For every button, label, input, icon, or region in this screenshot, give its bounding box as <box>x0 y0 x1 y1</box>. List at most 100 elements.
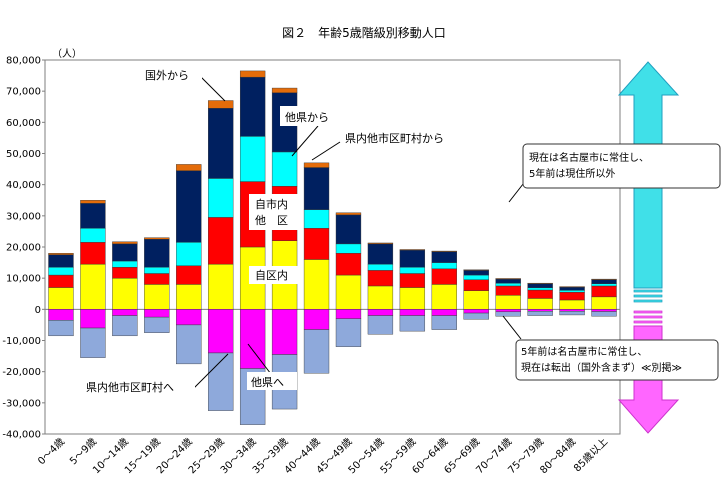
callout-outflow: 5年前は名古屋市に常住し、 現在は転出（国外含まず）≪別掲≫ <box>515 339 719 381</box>
y-tick-label: 40,000 <box>6 180 41 191</box>
bar-segment <box>495 285 521 296</box>
bar-segment <box>208 352 234 411</box>
y-tick-label: 30,000 <box>6 211 41 222</box>
callout-inflow-line1: 現在は名古屋市に常住し、 <box>529 151 649 164</box>
bar-segment <box>399 309 426 316</box>
chart-title: 図２ 年齢5歳階級別移動人口 <box>282 25 446 40</box>
bar-segment <box>144 316 170 333</box>
bar-segment <box>271 151 298 187</box>
y-tick-label: 10,000 <box>6 274 41 285</box>
bar-segment <box>112 267 138 279</box>
bar-segment <box>335 243 362 254</box>
bar-segment <box>208 178 234 218</box>
bar-segment <box>527 311 553 316</box>
bar-segment <box>559 311 585 316</box>
bar-segment <box>399 287 426 310</box>
bar-segment <box>591 296 617 310</box>
bar-segment <box>208 309 234 354</box>
bar-segment <box>591 309 617 312</box>
bar-segment <box>48 254 74 268</box>
bar-segment <box>367 243 394 265</box>
bar-segment <box>144 273 170 285</box>
bar-segment <box>431 251 457 263</box>
bar-segment <box>399 315 426 332</box>
bar-segment <box>80 203 106 229</box>
bar-segment <box>80 228 106 243</box>
bar-segment <box>431 268 457 285</box>
bar-segment <box>176 170 202 243</box>
bar-segment <box>367 263 394 271</box>
bar-segment <box>399 267 426 274</box>
bar-segment <box>463 309 489 314</box>
bar-segment <box>367 309 394 316</box>
bar-segment <box>48 309 74 321</box>
bar-segment <box>48 253 74 255</box>
label-jishi: 自市内 他 区 <box>249 194 299 230</box>
bar-segment <box>559 286 585 288</box>
bar-segment <box>112 241 138 245</box>
y-tick-label: 50,000 <box>6 149 41 160</box>
bar-segment <box>112 315 138 337</box>
bar-segment <box>495 278 521 280</box>
y-tick-label: -10,000 <box>2 336 41 347</box>
bar-segment <box>399 249 426 251</box>
bar-segment <box>431 284 457 310</box>
label-kennai-he-text: 県内他市区町村へ <box>86 380 174 394</box>
bar-segment <box>176 309 202 326</box>
bar-segment <box>495 278 521 284</box>
y-axis-unit: （人） <box>52 48 82 60</box>
bar-segment <box>303 209 330 229</box>
y-tick-label: -20,000 <box>2 367 41 378</box>
y-tick-label: -30,000 <box>2 398 41 409</box>
bar-segment <box>463 269 489 271</box>
bar-segment <box>176 242 202 266</box>
bar-segment <box>112 309 138 316</box>
bar-segment <box>559 291 585 301</box>
y-axis-ticks: 80,000 70,000 60,000 50,000 40,000 30,000 20,0… <box>2 56 620 441</box>
bar-segment <box>176 265 202 285</box>
bar-segment <box>527 298 553 310</box>
bar-segment <box>559 290 585 293</box>
bar-segment <box>591 285 617 298</box>
bar-segment <box>239 76 266 137</box>
bar-segment <box>208 100 234 109</box>
x-tick-label: 85歳以上 <box>571 436 610 475</box>
bar-segment <box>239 70 266 78</box>
bar-segment <box>208 263 234 310</box>
bar-segment <box>367 242 394 245</box>
bar-segment <box>335 253 362 276</box>
label-jishi-line1: 自市内 <box>255 197 288 211</box>
bar-segment <box>239 309 266 369</box>
bar-segment <box>208 108 234 179</box>
y-tick-label: -40,000 <box>2 430 41 441</box>
bar-segment <box>495 282 521 287</box>
bar-segment <box>144 267 170 274</box>
label-taken-kara: 他県から <box>280 106 342 126</box>
bar-segment <box>527 282 553 284</box>
bar-segment <box>303 167 330 210</box>
label-jishi-line2: 他 区 <box>255 214 288 227</box>
callout-inflow: 現在は名古屋市に常住し、 5年前は現住所以外 <box>522 143 721 189</box>
callout-inflow-line2: 5年前は現住所以外 <box>529 167 615 180</box>
bar-segment <box>335 214 362 245</box>
label-jiku: 自区内 <box>249 266 299 284</box>
label-kokugai: 国外から <box>140 66 202 83</box>
bar-segment <box>335 212 362 216</box>
callout-outflow-line2: 現在は転出（国外含まず）≪別掲≫ <box>521 361 682 374</box>
bar-segment <box>303 329 330 374</box>
bar-segment <box>399 273 426 288</box>
bar-segment <box>335 318 362 347</box>
bar-segment <box>559 299 585 310</box>
bar-segment <box>559 287 585 291</box>
bar-segment <box>80 263 106 310</box>
bar-segment <box>176 164 202 171</box>
bar-segment <box>527 283 553 289</box>
bar-segment <box>144 237 170 240</box>
bar-segment <box>80 242 106 265</box>
bar-segment <box>271 309 298 355</box>
bar-segment <box>144 309 170 318</box>
bar-segment <box>367 270 394 287</box>
bar-segment <box>431 315 457 330</box>
bar-segment <box>463 274 489 280</box>
label-kokugai-text: 国外から <box>145 69 189 82</box>
